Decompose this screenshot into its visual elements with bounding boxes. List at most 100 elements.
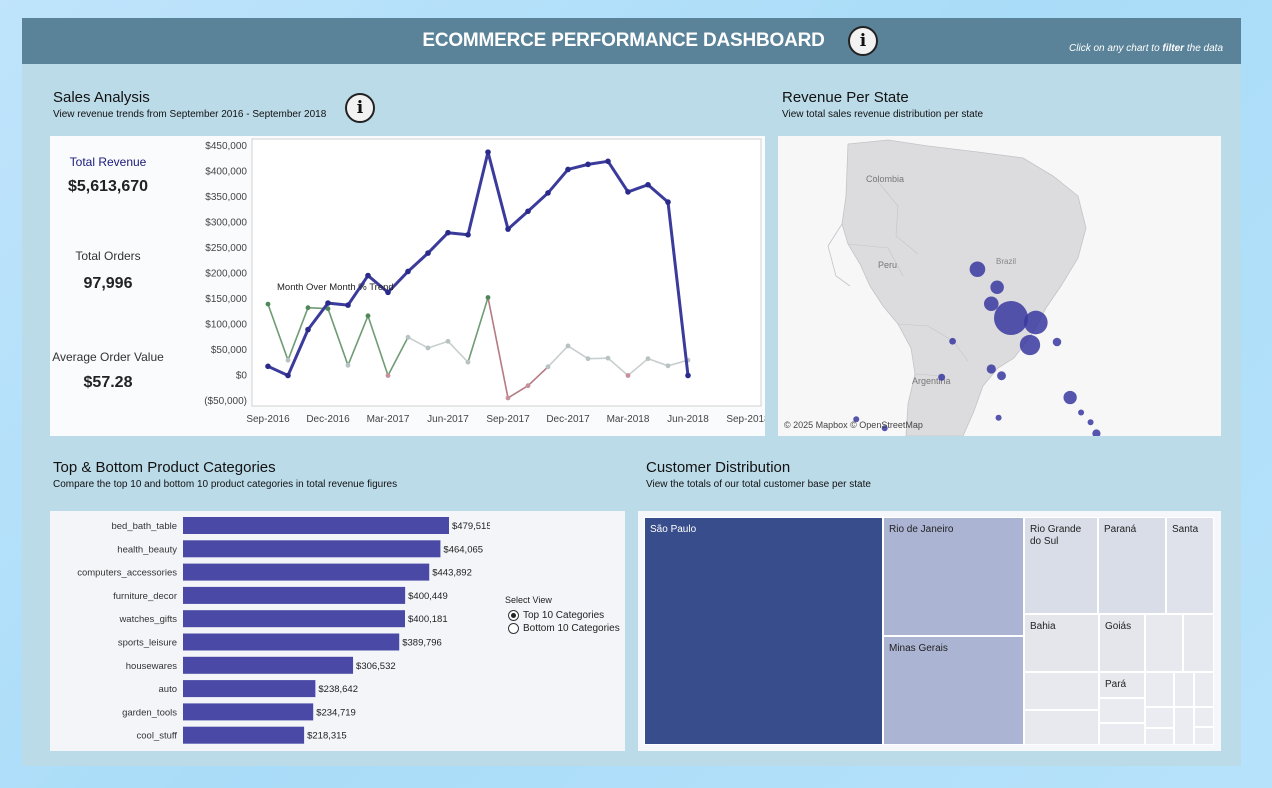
category-bar[interactable] [183,563,430,581]
tile-state[interactable] [1099,723,1145,745]
mom-trend-point[interactable] [365,313,371,319]
tile-rio-grande-do-sul[interactable]: Rio Grande do Sul [1024,517,1098,614]
tile-state[interactable] [1145,728,1174,745]
state-revenue-bubble[interactable] [938,373,946,381]
sales-panel[interactable]: Total Revenue $5,613,670 Total Orders 97… [50,136,765,436]
revenue-point[interactable] [405,268,411,275]
tile-state[interactable] [1145,672,1174,707]
mom-trend-point[interactable] [265,301,271,307]
revenue-point[interactable] [685,372,691,379]
tile-state[interactable] [1099,698,1145,723]
revenue-point[interactable] [345,302,351,308]
radio-bottom-10[interactable] [508,623,519,634]
sales-info-icon[interactable]: i [345,93,375,123]
category-bar[interactable] [183,656,354,674]
state-revenue-bubble[interactable] [983,296,999,312]
tile-minas-gerais[interactable]: Minas Gerais [883,636,1024,745]
revenue-line-chart[interactable]: $450,000 $400,000 $350,000 $300,000 $250,000… [185,136,765,436]
customer-treemap[interactable]: São Paulo Rio de Janeiro Minas Gerais Ri… [644,517,1214,745]
revenue-point[interactable] [445,229,451,236]
state-revenue-bubble[interactable] [853,416,860,423]
mom-trend-point[interactable] [345,362,351,368]
tile-state[interactable] [1174,672,1194,707]
mom-trend-point[interactable] [425,345,431,351]
revenue-point[interactable] [385,289,391,296]
mom-trend-point[interactable] [565,343,571,349]
tile-state[interactable] [1194,672,1214,707]
state-revenue-bubble[interactable] [986,364,996,374]
option-bottom-10[interactable]: Bottom 10 Categories [508,623,620,634]
mom-trend-point[interactable] [485,295,491,300]
revenue-line[interactable] [267,150,690,377]
option-top-10[interactable]: Top 10 Categories [508,610,604,621]
revenue-point[interactable] [285,372,291,379]
mom-trend-point[interactable] [465,359,471,365]
revenue-point[interactable] [625,189,631,195]
revenue-point[interactable] [605,158,611,165]
revenue-point[interactable] [425,250,431,256]
state-revenue-bubble[interactable] [1078,409,1085,416]
revenue-point[interactable] [505,226,511,232]
mom-trend-point[interactable] [385,373,391,378]
state-revenue-bubble[interactable] [995,414,1002,421]
state-revenue-bubble[interactable] [969,261,986,278]
brazil-map[interactable]: Colombia Peru Brazil Argentina © 2025 Ma… [778,136,1221,436]
tile-santa-catarina[interactable]: Santa [1166,517,1214,614]
revenue-point[interactable] [665,199,671,205]
category-bar[interactable] [183,633,400,651]
info-icon[interactable]: i [848,26,878,56]
category-bar[interactable] [183,517,449,534]
tile-goias[interactable]: Goiás [1099,614,1145,672]
tile-sao-paulo[interactable]: São Paulo [644,517,883,745]
tile-state[interactable] [1145,614,1183,672]
categories-bar-chart[interactable]: bed_bath_table $479,515 health_beauty $464,… [50,511,490,751]
state-revenue-bubble[interactable] [1092,429,1101,436]
state-revenue-bubble[interactable] [1019,334,1041,356]
revenue-point[interactable] [645,181,651,188]
mom-trend-point[interactable] [445,338,451,344]
revenue-point[interactable] [365,272,371,279]
tile-state[interactable] [1194,727,1214,745]
tile-bahia[interactable]: Bahia [1024,614,1099,672]
revenue-point[interactable] [525,208,531,215]
state-revenue-bubble[interactable] [1063,390,1077,405]
mom-trend-point[interactable] [625,373,631,378]
mom-trend-point[interactable] [545,364,551,370]
revenue-point[interactable] [545,190,551,196]
mom-trend-point[interactable] [525,383,531,389]
mom-trend-point[interactable] [605,355,611,361]
radio-top-10[interactable] [508,610,519,621]
revenue-point[interactable] [465,231,471,238]
tile-state[interactable] [1024,672,1099,710]
state-revenue-bubble[interactable] [881,425,888,432]
category-bar[interactable] [183,610,405,628]
categories-panel[interactable]: bed_bath_table $479,515 health_beauty $464,… [50,511,625,751]
revenue-point[interactable] [305,326,311,333]
mom-trend-point[interactable] [585,356,591,362]
state-revenue-bubble[interactable] [1023,310,1048,335]
state-revenue-bubble[interactable] [994,301,1028,335]
tile-state[interactable] [1174,707,1194,745]
tile-para[interactable]: Pará [1099,672,1145,698]
tile-state[interactable] [1194,707,1214,727]
map-panel[interactable]: Colombia Peru Brazil Argentina © 2025 Ma… [778,136,1221,436]
state-revenue-bubble[interactable] [997,371,1006,381]
revenue-point[interactable] [485,149,491,155]
mom-trend-point[interactable] [325,306,331,312]
state-revenue-bubble[interactable] [990,280,1004,295]
mom-trend-point[interactable] [665,363,671,369]
state-revenue-bubble[interactable] [1087,419,1094,426]
category-bar[interactable] [183,586,406,604]
category-bar[interactable] [183,540,441,558]
category-bar[interactable] [183,726,305,744]
tile-state[interactable] [1183,614,1214,672]
mom-trend-point[interactable] [305,305,311,311]
mom-trend-point[interactable] [285,357,291,363]
category-bar[interactable] [183,680,316,698]
customers-panel[interactable]: São Paulo Rio de Janeiro Minas Gerais Ri… [638,511,1221,751]
revenue-point[interactable] [585,161,591,168]
mom-trend-point[interactable] [505,395,511,401]
category-bar[interactable] [183,703,314,721]
tile-state[interactable] [1145,707,1174,728]
tile-parana[interactable]: Paraná [1098,517,1166,614]
